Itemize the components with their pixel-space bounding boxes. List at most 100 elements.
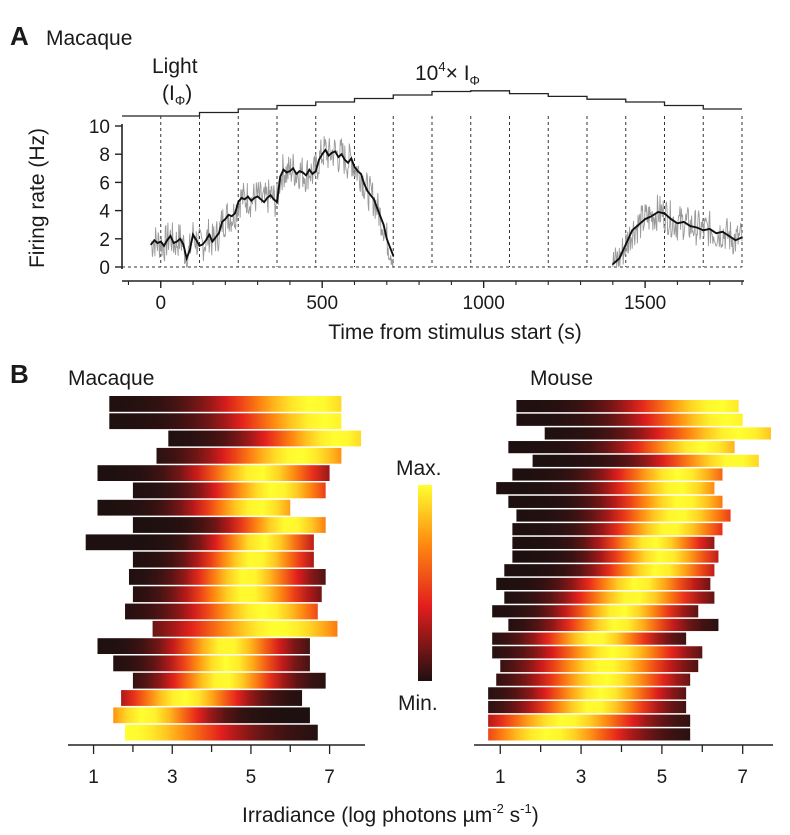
heatmap-tick-label: 1 — [88, 767, 99, 788]
mean-point — [243, 198, 246, 201]
heatmap-row — [97, 465, 330, 481]
mean-point — [198, 245, 201, 247]
mean-point — [650, 215, 653, 218]
heatmap-row — [492, 646, 703, 659]
heatmap-row — [508, 441, 735, 454]
stimulus-trace — [122, 90, 742, 117]
stimulus-staircase — [122, 90, 742, 117]
mean-point — [373, 198, 375, 201]
mean-point — [230, 215, 233, 218]
mean-point — [166, 239, 169, 242]
mean-point — [282, 168, 285, 171]
mean-point — [392, 254, 395, 257]
mean-point — [289, 170, 291, 172]
heatmap-row — [516, 400, 739, 413]
mean-point — [163, 245, 165, 247]
mean-point — [214, 236, 217, 239]
mean-point — [150, 243, 152, 246]
panel-a-title: Macaque — [46, 27, 132, 50]
mean-point — [302, 171, 304, 174]
firing-rate-mean — [150, 148, 743, 265]
panel-b-right-title: Mouse — [530, 367, 593, 390]
mean-point — [266, 197, 269, 199]
mean-point — [221, 221, 223, 223]
panel-a-axes: 0 2 4 6 8 10 0 500 1000 1500 — [89, 117, 744, 314]
mean-point — [618, 257, 621, 260]
mean-point — [676, 222, 679, 225]
mean-point — [702, 229, 705, 232]
mouse-heatmap — [488, 400, 771, 741]
mean-point — [327, 154, 330, 157]
mean-point — [321, 153, 324, 155]
stimulus-label-max: 104× IΦ — [415, 59, 480, 88]
panel-a-letter: A — [10, 21, 29, 51]
heatmap-row — [168, 430, 362, 447]
heatmap-tick-label: 5 — [657, 767, 668, 788]
mean-point — [298, 170, 301, 172]
heatmap-row — [512, 468, 723, 481]
heatmap-row — [544, 427, 771, 440]
heatmap-row — [512, 536, 715, 549]
mean-point — [366, 190, 369, 192]
mean-trace — [150, 148, 395, 262]
mean-point — [179, 238, 181, 240]
mean-point — [172, 242, 175, 244]
macaque-heatmap — [85, 396, 362, 741]
mean-point — [344, 159, 346, 161]
heatmap-row — [125, 603, 318, 620]
mean-point — [741, 236, 743, 239]
mean-point — [195, 239, 198, 242]
heatmap-row — [508, 618, 719, 632]
mean-point — [227, 214, 230, 216]
mean-point — [314, 170, 317, 172]
mean-point — [285, 171, 288, 174]
mean-point — [272, 198, 275, 201]
mean-point — [269, 194, 272, 196]
y-tick-label: 10 — [89, 117, 110, 138]
heatmap-tick-label: 5 — [246, 767, 257, 788]
mean-point — [205, 239, 207, 242]
mean-point — [240, 197, 243, 199]
mean-point — [260, 198, 262, 201]
mean-point — [189, 249, 191, 251]
mean-point — [234, 212, 236, 215]
heatmap-row — [496, 577, 711, 591]
mean-point — [324, 149, 327, 151]
panel-b-xlabel: Irradiance (log photons µm-2 s-1) — [242, 801, 539, 827]
heatmap-row — [109, 396, 342, 412]
mean-point — [708, 228, 711, 230]
mean-point — [182, 243, 185, 246]
panel-b-letter: B — [10, 359, 29, 389]
mean-point — [657, 211, 659, 213]
heatmap-row — [504, 591, 715, 604]
heatmap-row — [152, 620, 338, 637]
heatmap-row — [132, 482, 326, 499]
heatmap-row — [132, 672, 326, 689]
y-tick-label: 0 — [99, 258, 110, 279]
mean-point — [376, 206, 378, 209]
panel-b-left-title: Macaque — [68, 367, 154, 390]
heatmap-row — [492, 605, 699, 618]
heatmap-tick-label: 3 — [576, 767, 587, 788]
mean-point — [663, 212, 666, 215]
mean-point — [350, 157, 353, 160]
heatmap-row — [492, 632, 687, 645]
heatmap-tick-label: 3 — [167, 767, 178, 788]
mean-point — [292, 167, 294, 170]
mean-point — [159, 240, 162, 243]
mean-point — [728, 235, 730, 237]
mean-point — [308, 168, 311, 171]
mean-point — [334, 150, 336, 153]
mean-point — [256, 195, 259, 198]
heatmap-row — [113, 655, 310, 672]
heatmap-row — [132, 517, 326, 533]
mean-point — [250, 199, 252, 202]
heatmap-row — [488, 728, 691, 741]
mean-point — [263, 201, 265, 203]
mean-point — [683, 221, 685, 223]
stimulus-label-iphi: (IΦ) — [162, 82, 192, 108]
mean-point — [247, 195, 249, 198]
y-tick-label: 6 — [99, 173, 110, 194]
heatmap-row — [516, 509, 731, 522]
